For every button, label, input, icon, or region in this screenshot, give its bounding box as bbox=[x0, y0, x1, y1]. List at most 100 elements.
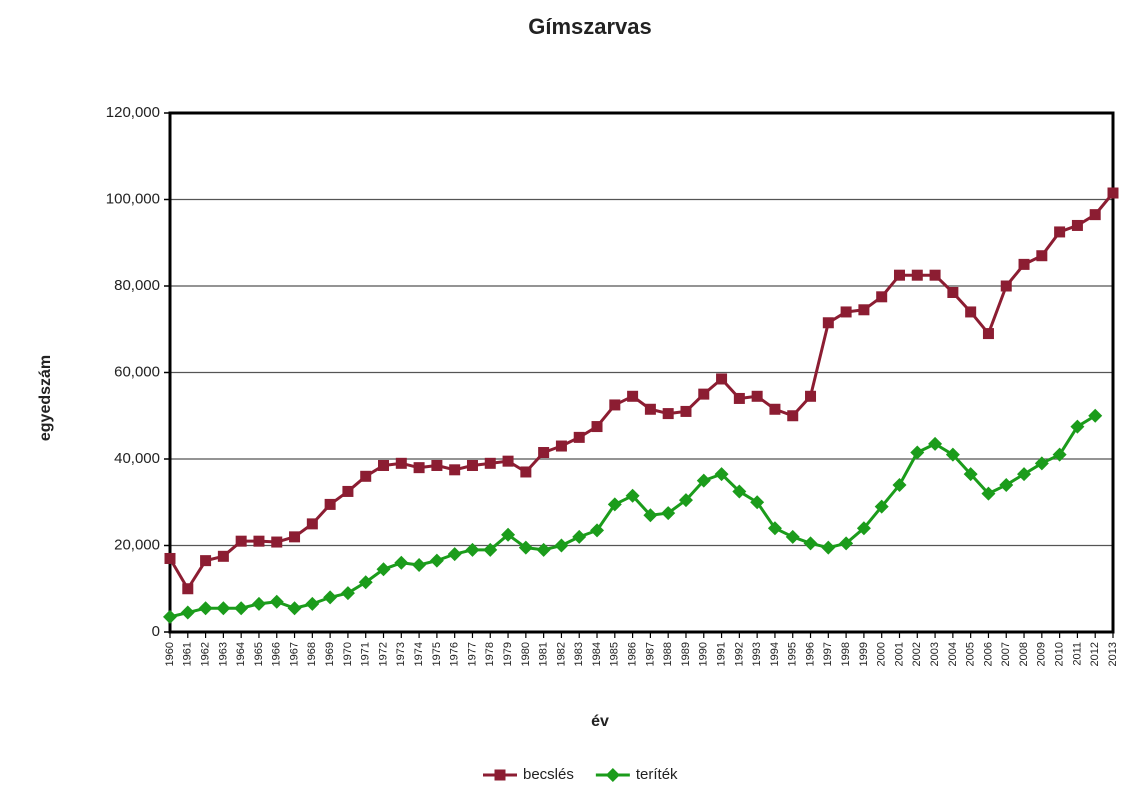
marker bbox=[573, 431, 585, 443]
marker bbox=[787, 410, 799, 422]
legend-label: becslés bbox=[523, 766, 574, 783]
marker bbox=[342, 485, 354, 497]
marker bbox=[680, 405, 692, 417]
x-tick-label: 1965 bbox=[253, 642, 265, 666]
x-tick-label: 1968 bbox=[306, 642, 318, 666]
marker bbox=[785, 529, 800, 544]
marker bbox=[751, 390, 763, 402]
marker bbox=[536, 542, 551, 557]
marker bbox=[911, 269, 923, 281]
x-tick-label: 1984 bbox=[591, 642, 603, 666]
marker bbox=[358, 575, 373, 590]
marker bbox=[555, 440, 567, 452]
y-tick-label: 60,000 bbox=[114, 363, 160, 380]
x-tick-label: 1997 bbox=[822, 642, 834, 666]
marker bbox=[1018, 258, 1030, 270]
marker bbox=[518, 540, 533, 555]
marker bbox=[662, 408, 674, 420]
marker bbox=[840, 306, 852, 318]
marker bbox=[1089, 209, 1101, 221]
x-tick-label: 1975 bbox=[431, 642, 443, 666]
x-tick-label: 2010 bbox=[1054, 642, 1066, 666]
x-tick-label: 1989 bbox=[680, 642, 692, 666]
marker bbox=[164, 552, 176, 564]
marker bbox=[306, 518, 318, 530]
x-tick-label: 1999 bbox=[858, 642, 870, 666]
x-tick-label: 1972 bbox=[377, 642, 389, 666]
y-tick-label: 100,000 bbox=[106, 190, 160, 207]
marker bbox=[981, 486, 996, 501]
x-tick-label: 2007 bbox=[1000, 642, 1012, 666]
marker bbox=[928, 436, 943, 451]
marker bbox=[289, 531, 301, 543]
marker bbox=[644, 403, 656, 415]
marker bbox=[253, 535, 265, 547]
x-tick-label: 1996 bbox=[804, 642, 816, 666]
marker bbox=[627, 390, 639, 402]
marker bbox=[538, 447, 550, 459]
marker bbox=[323, 590, 338, 605]
marker bbox=[805, 390, 817, 402]
marker bbox=[876, 291, 888, 303]
x-tick-label: 1973 bbox=[395, 642, 407, 666]
marker bbox=[217, 550, 229, 562]
marker bbox=[180, 605, 195, 620]
x-tick-label: 1980 bbox=[520, 642, 532, 666]
x-tick-label: 1960 bbox=[164, 642, 176, 666]
marker bbox=[607, 497, 622, 512]
marker bbox=[449, 464, 461, 476]
x-tick-label: 2000 bbox=[876, 642, 888, 666]
x-tick-label: 1982 bbox=[555, 642, 567, 666]
marker bbox=[769, 403, 781, 415]
x-tick-label: 1976 bbox=[449, 642, 461, 666]
marker bbox=[198, 601, 213, 616]
marker bbox=[572, 529, 587, 544]
legend-marker bbox=[494, 769, 506, 781]
x-tick-label: 2009 bbox=[1036, 642, 1048, 666]
marker bbox=[661, 506, 676, 521]
marker bbox=[412, 557, 427, 572]
x-tick-label: 2006 bbox=[982, 642, 994, 666]
marker bbox=[1071, 219, 1083, 231]
marker bbox=[200, 555, 212, 567]
marker bbox=[803, 536, 818, 551]
marker bbox=[378, 459, 390, 471]
y-tick-label: 80,000 bbox=[114, 277, 160, 294]
marker bbox=[395, 457, 407, 469]
legend-marker bbox=[605, 768, 620, 782]
marker bbox=[340, 586, 355, 601]
x-tick-label: 1971 bbox=[360, 642, 372, 666]
y-tick-label: 120,000 bbox=[106, 104, 160, 121]
marker bbox=[839, 536, 854, 551]
marker bbox=[963, 467, 978, 482]
x-tick-label: 1974 bbox=[413, 642, 425, 666]
marker bbox=[643, 508, 658, 523]
x-tick-label: 1983 bbox=[573, 642, 585, 666]
marker bbox=[732, 484, 747, 499]
x-tick-label: 2005 bbox=[965, 642, 977, 666]
marker bbox=[767, 521, 782, 536]
marker bbox=[945, 447, 960, 462]
x-tick-label: 1993 bbox=[751, 642, 763, 666]
marker bbox=[216, 601, 231, 616]
x-tick-label: 1966 bbox=[271, 642, 283, 666]
marker bbox=[502, 455, 514, 467]
marker bbox=[678, 493, 693, 508]
marker bbox=[929, 269, 941, 281]
marker bbox=[324, 498, 336, 510]
marker bbox=[590, 523, 605, 538]
x-tick-label: 2004 bbox=[947, 642, 959, 666]
marker bbox=[1000, 280, 1012, 292]
x-tick-label: 2013 bbox=[1107, 642, 1119, 666]
marker bbox=[999, 477, 1014, 492]
marker bbox=[947, 286, 959, 298]
marker bbox=[716, 373, 728, 385]
marker bbox=[591, 421, 603, 433]
marker bbox=[376, 562, 391, 577]
marker bbox=[429, 553, 444, 568]
x-tick-label: 1991 bbox=[715, 642, 727, 666]
marker bbox=[287, 601, 302, 616]
marker bbox=[874, 499, 889, 514]
x-tick-label: 1961 bbox=[182, 642, 194, 666]
y-tick-label: 40,000 bbox=[114, 450, 160, 467]
